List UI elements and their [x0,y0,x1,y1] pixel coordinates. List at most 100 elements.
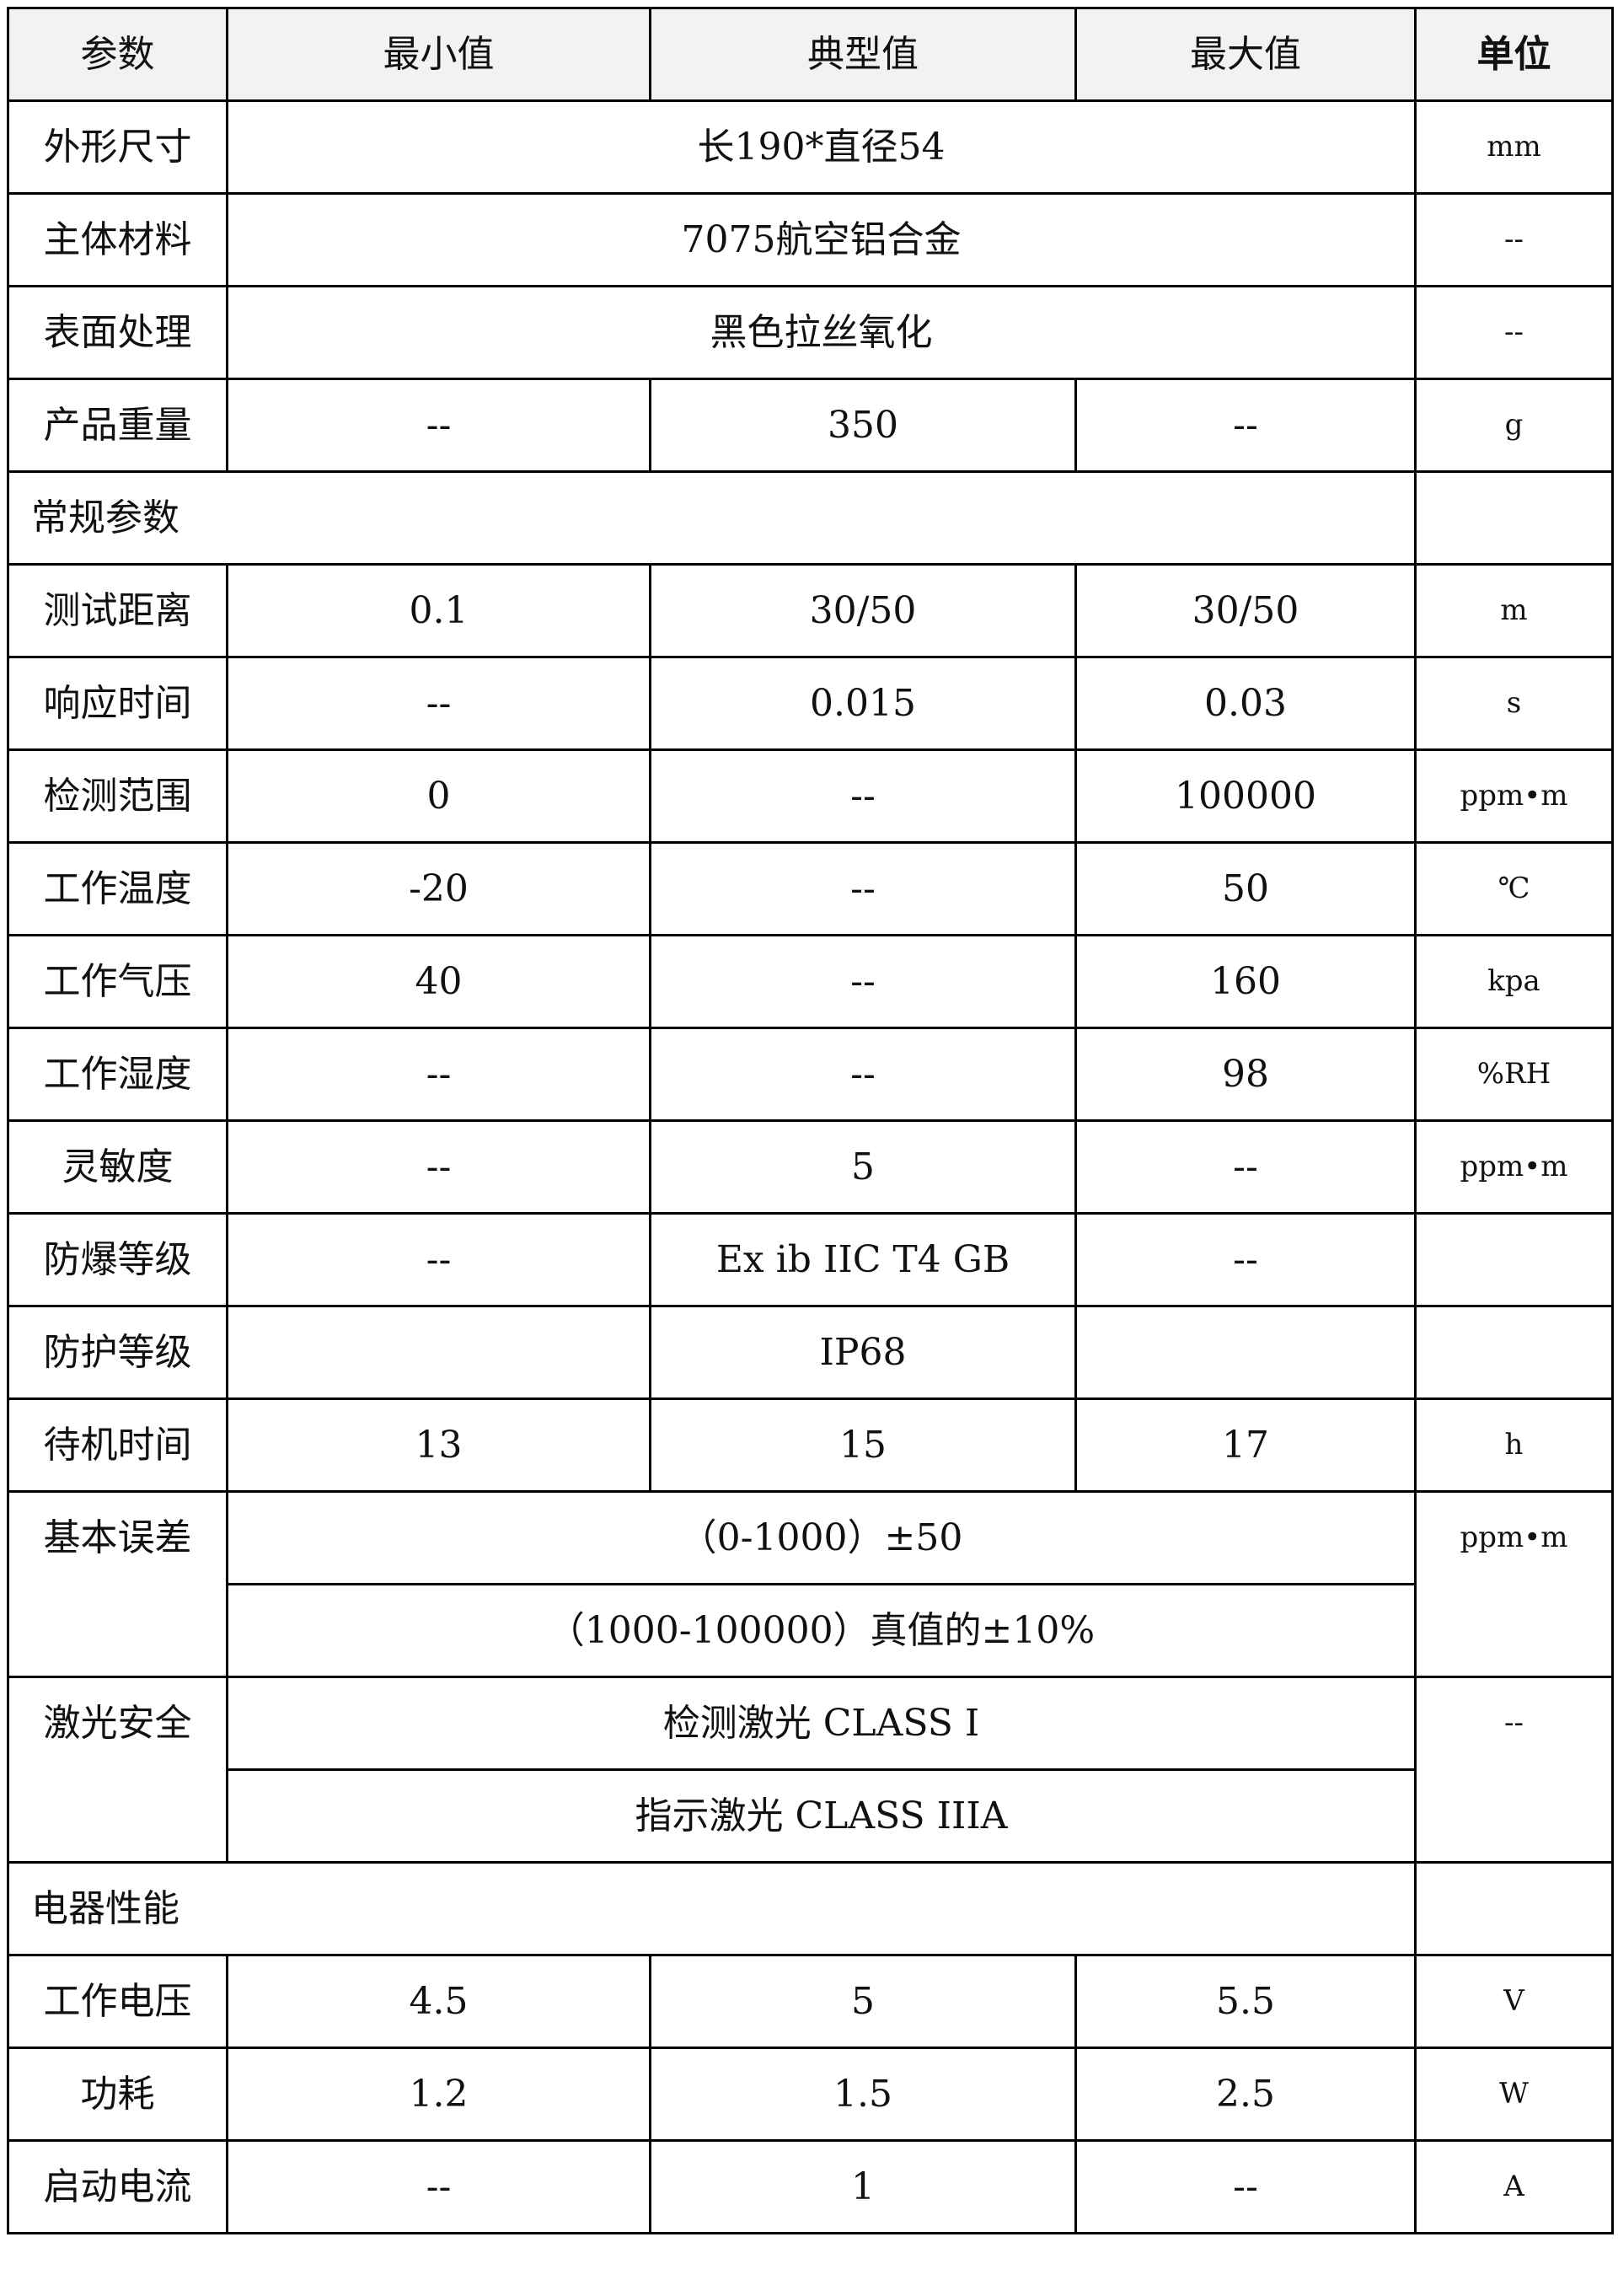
table-cell: ppm•m [1414,1119,1614,1215]
table-cell: 产品重量 [7,378,228,473]
table-cell: -- [649,1027,1077,1122]
table-cell: 测试距离 [7,563,228,658]
table-row: 功耗 1.2 1.5 2.5 W [7,2047,1614,2142]
table-cell: -- [226,378,651,473]
table-cell [1414,1861,1614,1956]
table-cell: -- [649,841,1077,936]
table-cell: 1.5 [649,2047,1077,2142]
table-cell: 13 [226,1397,651,1493]
table-cell: 主体材料 [7,192,228,287]
table-row: 响应时间 -- 0.015 0.03 s [7,656,1614,751]
table-cell: ℃ [1414,841,1614,936]
table-row: 基本误差 （0-1000）±50 ppm•m [7,1490,1614,1678]
table-cell: 检测范围 [7,748,228,844]
table-cell: 防爆等级 [7,1212,228,1307]
table-cell: 工作湿度 [7,1027,228,1122]
table-cell: 待机时间 [7,1397,228,1493]
table-cell: 160 [1074,934,1417,1029]
table-cell: 检测激光 CLASS I [226,1676,1417,1771]
table-row: 激光安全 检测激光 CLASS I -- [7,1676,1614,1864]
header-cell: 典型值 [649,7,1077,102]
table-cell: 40 [226,934,651,1029]
table-row: 指示激光 CLASS IIIA [8,1768,1613,1864]
table-row: 主体材料 7075航空铝合金 -- [7,192,1614,287]
table-cell: 30/50 [1074,563,1417,658]
table-cell: 表面处理 [7,285,228,380]
header-row: 参数 最小值 典型值 最大值 单位 [7,7,1614,102]
table-row: 工作气压 40 -- 160 kpa [7,934,1614,1029]
table-cell: A [1414,2139,1614,2234]
table-body: 外形尺寸 长190*直径54 mm 主体材料 7075航空铝合金 -- 表面处理 黑色拉丝氧化… [7,99,1614,2234]
table-row: 防护等级 IP68 [7,1305,1614,1400]
table-cell: 工作电压 [7,1954,228,2049]
table-cell: 0.03 [1074,656,1417,751]
table-cell: %RH [1414,1027,1614,1122]
table-cell: 响应时间 [7,656,228,751]
table-cell: 基本误差 [7,1490,228,1678]
table-cell [1414,1305,1614,1400]
table-cell: 外形尺寸 [7,99,228,195]
table-cell: -20 [226,841,651,936]
table-cell: -- [226,1027,651,1122]
table-cell: kpa [1414,934,1614,1029]
table-cell: 指示激光 CLASS IIIA [226,1768,1417,1864]
table-cell: -- [226,2139,651,2234]
table-row: 待机时间 13 15 17 h [7,1397,1614,1493]
table-cell: V [1414,1954,1614,2049]
table-cell: 98 [1074,1027,1417,1122]
table-cell: -- [1414,192,1614,287]
table-cell: 防护等级 [7,1305,228,1400]
table-cell: -- [649,934,1077,1029]
table-cell: 长190*直径54 [226,99,1417,195]
table-cell: 7075航空铝合金 [226,192,1417,287]
table-cell [1074,1305,1417,1400]
table-cell: 电器性能 [7,1861,1417,1956]
table-cell: s [1414,656,1614,751]
table-cell: 30/50 [649,563,1077,658]
table-row: （1000-100000）真值的±10% [8,1583,1613,1678]
table-row: 防爆等级 -- Ex ib IIC T4 GB -- [7,1212,1614,1307]
table-cell: -- [1074,1119,1417,1215]
table-cell: （1000-100000）真值的±10% [226,1583,1417,1678]
table-cell: 350 [649,378,1077,473]
table-cell: 0 [226,748,651,844]
header-cell: 单位 [1414,7,1614,102]
table-cell: 功耗 [7,2047,228,2142]
table-cell: （0-1000）±50 [226,1490,1417,1585]
table-row: 电器性能 [7,1861,1614,1956]
table-row: 检测范围 0 -- 100000 ppm•m [7,748,1614,844]
table-cell: 50 [1074,841,1417,936]
table-cell: 0.1 [226,563,651,658]
table-row: 工作电压 4.5 5 5.5 V [7,1954,1614,2049]
table-cell: 4.5 [226,1954,651,2049]
table-cell: 灵敏度 [7,1119,228,1215]
header-cell: 最大值 [1074,7,1417,102]
table-cell: 激光安全 [7,1676,228,1864]
table-cell: 100000 [1074,748,1417,844]
table-cell: 1.2 [226,2047,651,2142]
table-cell: IP68 [649,1305,1077,1400]
table-cell: Ex ib IIC T4 GB [649,1212,1077,1307]
table-row: 工作湿度 -- -- 98 %RH [7,1027,1614,1122]
table-row: 灵敏度 -- 5 -- ppm•m [7,1119,1614,1215]
header-cell: 最小值 [226,7,651,102]
spec-table: 参数 最小值 典型值 最大值 单位 外形尺寸 长190*直径54 mm 主体材料 707… [7,7,1614,2234]
table-cell: m [1414,563,1614,658]
table-cell: h [1414,1397,1614,1493]
table-cell: ppm•m [1414,1490,1614,1678]
table-cell: ppm•m [1414,748,1614,844]
table-cell: 常规参数 [7,470,1417,566]
table-cell [1414,470,1614,566]
table-cell: 5 [649,1954,1077,2049]
table-cell [226,1305,651,1400]
table-cell: -- [649,748,1077,844]
table-row: 常规参数 [7,470,1614,566]
table-cell: 工作气压 [7,934,228,1029]
table-cell: 1 [649,2139,1077,2234]
table-row: 测试距离 0.1 30/50 30/50 m [7,563,1614,658]
table-cell [1414,1212,1614,1307]
table-cell: g [1414,378,1614,473]
table-cell: 启动电流 [7,2139,228,2234]
table-cell: 工作温度 [7,841,228,936]
